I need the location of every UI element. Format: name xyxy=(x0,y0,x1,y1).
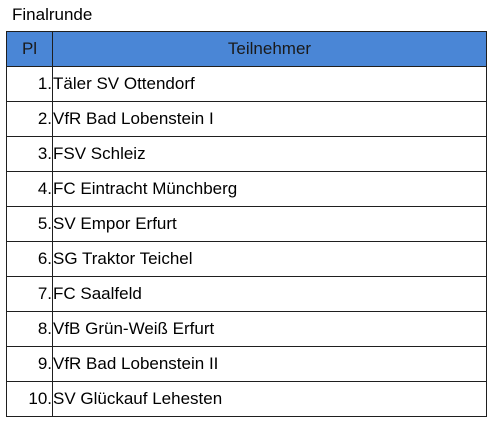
team-cell: SV Empor Erfurt xyxy=(52,206,487,242)
rank-cell: 8. xyxy=(6,311,53,347)
table-row: 9. VfR Bad Lobenstein II xyxy=(6,346,487,382)
rank-cell: 9. xyxy=(6,346,53,382)
table-row: 4. FC Eintracht Münchberg xyxy=(6,171,487,207)
rank-cell: 5. xyxy=(6,206,53,242)
column-header-participant: Teilnehmer xyxy=(52,31,487,67)
table-row: 3. FSV Schleiz xyxy=(6,136,487,172)
rank-cell: 10. xyxy=(6,381,53,417)
team-cell: VfR Bad Lobenstein I xyxy=(52,101,487,137)
table-row: 10. SV Glückauf Lehesten xyxy=(6,381,487,417)
rank-cell: 6. xyxy=(6,241,53,277)
rank-cell: 7. xyxy=(6,276,53,312)
team-cell: Täler SV Ottendorf xyxy=(52,66,487,102)
rank-cell: 2. xyxy=(6,101,53,137)
table-row: 8. VfB Grün-Weiß Erfurt xyxy=(6,311,487,347)
team-cell: SV Glückauf Lehesten xyxy=(52,381,487,417)
team-cell: SG Traktor Teichel xyxy=(52,241,487,277)
standings-table: Pl Teilnehmer 1. Täler SV Ottendorf 2. V… xyxy=(6,31,487,417)
rank-cell: 3. xyxy=(6,136,53,172)
team-cell: VfB Grün-Weiß Erfurt xyxy=(52,311,487,347)
team-cell: FC Saalfeld xyxy=(52,276,487,312)
team-cell: FSV Schleiz xyxy=(52,136,487,172)
rank-cell: 1. xyxy=(6,66,53,102)
table-row: 2. VfR Bad Lobenstein I xyxy=(6,101,487,137)
column-header-position: Pl xyxy=(6,31,53,67)
table-row: 1. Täler SV Ottendorf xyxy=(6,66,487,102)
table-row: 7. FC Saalfeld xyxy=(6,276,487,312)
team-cell: FC Eintracht Münchberg xyxy=(52,171,487,207)
page-title: Finalrunde xyxy=(12,5,93,24)
table-row: 6. SG Traktor Teichel xyxy=(6,241,487,277)
rank-cell: 4. xyxy=(6,171,53,207)
table-header-row: Pl Teilnehmer xyxy=(6,31,487,67)
table-row: 5. SV Empor Erfurt xyxy=(6,206,487,242)
team-cell: VfR Bad Lobenstein II xyxy=(52,346,487,382)
